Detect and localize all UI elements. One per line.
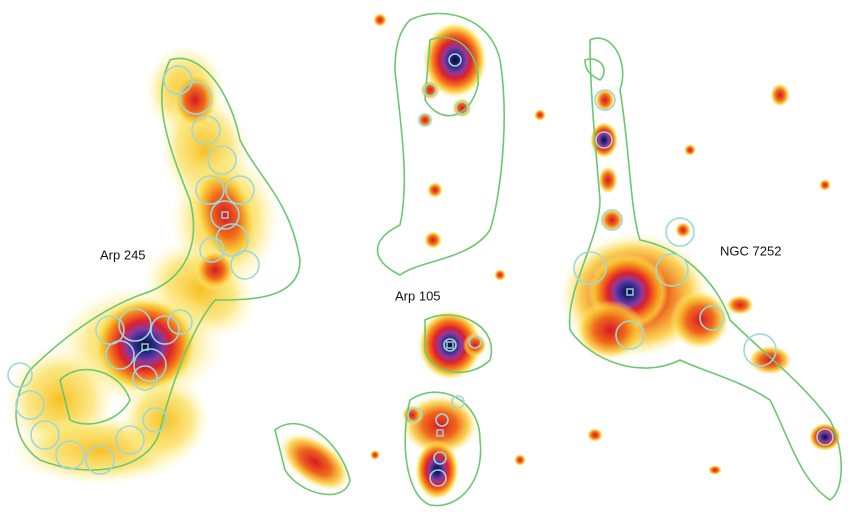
aperture (133, 348, 167, 382)
emission-blob (452, 98, 472, 118)
aperture (30, 420, 60, 450)
aperture (699, 305, 725, 331)
aperture (7, 362, 33, 388)
aperture (55, 440, 85, 470)
aperture (215, 223, 249, 257)
aperture (132, 365, 158, 391)
aperture (150, 315, 180, 345)
aperture (418, 113, 432, 127)
aperture (429, 469, 447, 487)
emission-blob (534, 109, 546, 121)
contour (424, 314, 493, 374)
contour (59, 368, 131, 425)
aperture (655, 253, 689, 287)
aperture (443, 338, 457, 352)
emission-blob (279, 432, 351, 492)
aperture (207, 145, 237, 175)
emission-blob (193, 166, 257, 264)
aperture (195, 175, 225, 205)
emission-blob (370, 450, 380, 460)
galaxy-label: Arp 245 (100, 247, 146, 262)
emission-blob (120, 375, 210, 465)
emission-blob (819, 179, 831, 191)
emission-blob (809, 423, 841, 451)
nucleus-marker (141, 343, 149, 351)
aperture (15, 390, 45, 420)
aperture (665, 217, 695, 247)
nucleus-marker (446, 341, 454, 349)
emission-blob (590, 122, 618, 158)
aperture (167, 309, 193, 335)
aperture (423, 83, 437, 97)
emission-blob (418, 310, 482, 380)
emission-blob (684, 144, 696, 156)
emission-blob (514, 454, 526, 466)
contour (274, 422, 351, 496)
aperture (615, 320, 645, 350)
aperture (115, 425, 145, 455)
aperture (163, 65, 193, 95)
emission-blob (494, 269, 506, 281)
aperture (448, 53, 462, 67)
aperture (435, 413, 449, 427)
emission-blob (373, 13, 387, 27)
apertures (7, 53, 834, 487)
aperture (595, 131, 613, 149)
aperture (468, 335, 482, 349)
aperture (85, 445, 115, 475)
nucleus-marker (436, 429, 444, 437)
contour (424, 36, 479, 117)
emission-blob (427, 182, 443, 198)
nucleus-marker (221, 211, 229, 219)
emission-blob (587, 428, 603, 442)
emission-blob (575, 300, 645, 360)
aperture (105, 340, 135, 370)
emission-blob (595, 88, 615, 112)
aperture (743, 333, 777, 367)
contour (584, 58, 605, 81)
aperture (118, 308, 152, 342)
emission-blob (423, 22, 487, 98)
aperture (455, 101, 469, 115)
emission-blob (770, 83, 790, 107)
contour (15, 57, 301, 471)
aperture (230, 250, 260, 280)
aperture (225, 175, 255, 205)
aperture (594, 89, 616, 111)
emission-blob (600, 208, 624, 232)
galaxy-label: NGC 7252 (720, 243, 781, 258)
aperture (179, 81, 213, 115)
contour (568, 37, 843, 501)
contour (404, 391, 482, 507)
aperture (433, 451, 447, 465)
contours (15, 12, 843, 507)
galaxy-label: Arp 105 (395, 288, 441, 303)
aperture (573, 251, 607, 285)
emission-blob (708, 465, 722, 475)
emission-blob (726, 295, 754, 315)
aperture (210, 200, 240, 230)
aperture (816, 428, 834, 446)
aperture (601, 209, 623, 231)
emission-blob (93, 297, 197, 393)
aperture (95, 315, 125, 345)
contour (376, 12, 505, 276)
emission-blob (420, 80, 440, 100)
nucleus-marker (626, 288, 634, 296)
aperture (407, 407, 423, 423)
emission-blob (598, 166, 618, 194)
emission-blob (675, 222, 691, 238)
aperture (199, 237, 225, 263)
aperture (451, 395, 465, 409)
aperture (142, 407, 168, 433)
aperture (191, 115, 221, 145)
emission-blob (424, 231, 442, 249)
